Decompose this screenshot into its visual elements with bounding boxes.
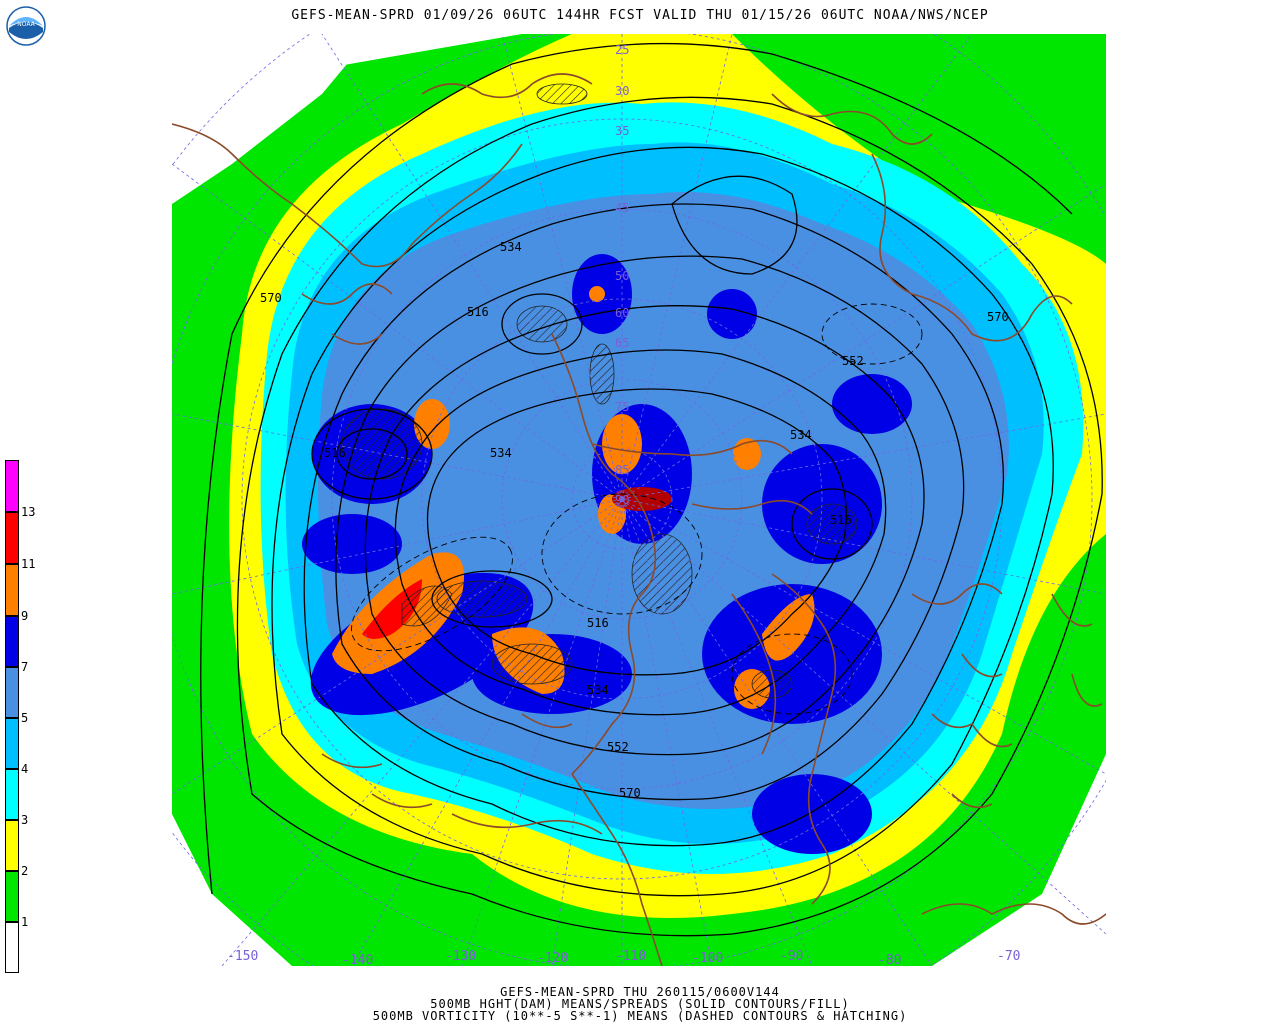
logo-text: NOAA <box>17 21 35 28</box>
longitude-label: -130 <box>445 949 476 964</box>
longitude-label: -150 <box>227 949 258 964</box>
contour-label: 534 <box>587 683 609 697</box>
longitude-label: -140 <box>342 953 373 966</box>
footer-line-3: 500MB VORTICITY (10**-5 S**-1) MEANS (DA… <box>372 1009 908 1023</box>
latitude-label: 60 <box>615 306 629 320</box>
latitude-label: 25 <box>615 43 629 57</box>
legend-swatch-13plus <box>5 460 19 512</box>
legend-label: 4 <box>21 762 29 776</box>
legend-swatch-2 <box>5 820 19 871</box>
legend-swatch-4 <box>5 718 19 769</box>
latitude-label: 75 <box>615 400 629 414</box>
legend-swatch-3 <box>5 769 19 820</box>
legend-label: 2 <box>21 864 29 878</box>
contour-label-group: 534 516 570 516 534 552 570 534 516 516 … <box>260 240 1009 800</box>
vorticity-contours <box>351 303 923 715</box>
footer-line-1: GEFS-MEAN-SPRD THU 260115/0600V144 <box>500 985 780 999</box>
longitude-label: -90 <box>780 949 803 964</box>
footer-line-2: 500MB HGHT(DAM) MEANS/SPREADS (SOLID CON… <box>430 997 850 1011</box>
spread-color-legend: 13 11 9 7 5 4 3 2 1 <box>5 460 35 973</box>
contour-label: 516 <box>830 513 852 527</box>
legend-label: 13 <box>21 505 36 519</box>
latitude-label: 65 <box>615 336 629 350</box>
legend-label: 7 <box>21 660 29 674</box>
legend-label: 9 <box>21 609 29 623</box>
longitude-label: -110 <box>615 949 646 964</box>
contour-label: 534 <box>500 240 522 254</box>
legend-swatch-0 <box>5 922 19 973</box>
forecast-map: 534 516 570 516 534 552 570 534 516 516 … <box>172 34 1106 966</box>
legend-label: 11 <box>21 557 36 571</box>
legend-label: 3 <box>21 813 29 827</box>
contour-label: 516 <box>587 616 609 630</box>
latitude-label-group: 25 30 35 45 50 60 65 75 85 90 <box>615 43 629 507</box>
map-footer: GEFS-MEAN-SPRD THU 260115/0600V144 500MB… <box>0 986 1280 1022</box>
contour-label: 516 <box>467 305 489 319</box>
legend-swatch-1 <box>5 871 19 922</box>
contour-label: 552 <box>842 354 864 368</box>
latitude-label: 45 <box>615 201 629 215</box>
vorticity-hatching <box>341 83 858 699</box>
legend-swatch-5 <box>5 667 19 718</box>
longitude-label-group: -150 -140 -130 -120 -110 -100 -90 -80 -7… <box>227 949 1020 966</box>
contour-label: 570 <box>619 786 641 800</box>
latitude-label: 50 <box>615 269 629 283</box>
contour-label: 534 <box>490 446 512 460</box>
latitude-label: 30 <box>615 84 629 98</box>
contour-label: 570 <box>260 291 282 305</box>
contour-label: 570 <box>987 310 1009 324</box>
contour-label: 552 <box>607 740 629 754</box>
longitude-label: -100 <box>692 951 723 966</box>
longitude-label: -70 <box>997 949 1020 964</box>
legend-label: 1 <box>21 915 29 929</box>
latitude-label: 35 <box>615 124 629 138</box>
height-contours <box>200 42 1103 937</box>
legend-swatch-11 <box>5 512 19 564</box>
legend-swatch-7 <box>5 616 19 667</box>
contour-label: 516 <box>324 446 346 460</box>
longitude-label: -120 <box>537 951 568 966</box>
coastlines <box>172 73 1106 966</box>
noaa-logo: NOAA <box>6 6 46 46</box>
legend-swatch-9 <box>5 564 19 616</box>
longitude-label: -80 <box>878 953 901 966</box>
latitude-label: 90 <box>615 493 629 507</box>
contour-label: 534 <box>790 428 812 442</box>
map-title: GEFS-MEAN-SPRD 01/09/26 06UTC 144HR FCST… <box>291 8 989 23</box>
legend-label: 5 <box>21 711 29 725</box>
latitude-label: 85 <box>615 463 629 477</box>
